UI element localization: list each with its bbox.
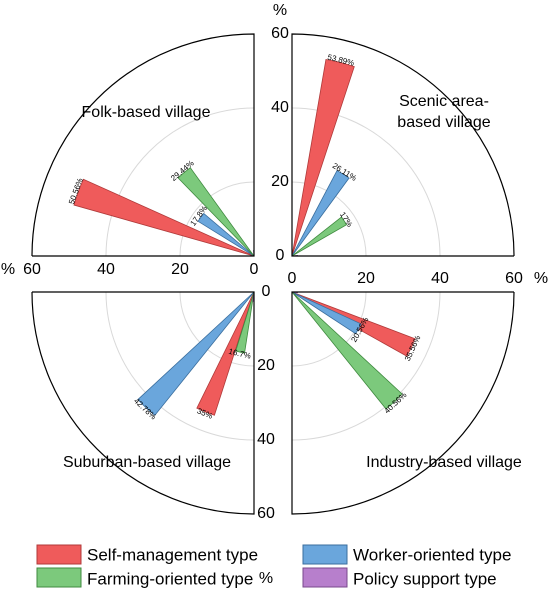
bar-folk-worker-oriented-type bbox=[197, 212, 255, 257]
tick-suburban-v-40: 40 bbox=[257, 431, 275, 448]
legend-label-2: Farming-oriented type bbox=[87, 569, 253, 588]
grid-arc-folk-40 bbox=[105, 107, 255, 257]
legend-label-3: Policy support type bbox=[353, 569, 497, 588]
tick-folk-h-0: 0 bbox=[250, 261, 259, 278]
tick-suburban-v-60: 60 bbox=[257, 505, 275, 522]
unit-label-right: % bbox=[534, 270, 548, 287]
tick-scenic-h-0: 0 bbox=[288, 270, 297, 287]
tick-scenic-v-40: 40 bbox=[271, 99, 289, 116]
frame-scenic bbox=[291, 33, 515, 257]
tick-scenic-h-40: 40 bbox=[431, 270, 449, 287]
bar-scenic-worker-oriented-type bbox=[291, 170, 350, 257]
legend-label-1: Worker-oriented type bbox=[353, 545, 511, 564]
legend-swatch-0 bbox=[36, 544, 82, 565]
frame-industry bbox=[291, 291, 515, 515]
tick-scenic-v-0: 0 bbox=[276, 247, 285, 264]
unit-label-left: % bbox=[1, 261, 15, 278]
bar-scenic-farming-oriented-type bbox=[291, 216, 348, 257]
tick-scenic-h-60: 60 bbox=[505, 270, 523, 287]
legend-label-0: Self-management type bbox=[87, 545, 258, 564]
grid-arc-folk-20 bbox=[179, 181, 255, 257]
legend-swatch-3 bbox=[302, 567, 348, 588]
bar-suburban-self-management-type bbox=[196, 291, 255, 416]
tick-scenic-h-20: 20 bbox=[357, 270, 375, 287]
bar-folk-farming-oriented-type bbox=[177, 167, 255, 257]
quadrant-title-industry: Industry-based village bbox=[366, 454, 522, 471]
tick-folk-h-40: 40 bbox=[97, 261, 115, 278]
bar-folk-self-management-type bbox=[73, 178, 255, 257]
tick-suburban-v-20: 20 bbox=[257, 357, 275, 374]
quadrant-title-suburban: Suburban-based village bbox=[63, 454, 231, 471]
bar-scenic-self-management-type bbox=[291, 59, 355, 257]
bar-industry-farming-oriented-type bbox=[291, 291, 403, 410]
tick-folk-h-60: 60 bbox=[23, 261, 41, 278]
frames-layer bbox=[31, 33, 515, 515]
legend-swatch-1 bbox=[302, 544, 348, 565]
frame-folk bbox=[31, 33, 255, 257]
unit-label-bottom: % bbox=[259, 570, 273, 587]
tick-scenic-v-20: 20 bbox=[271, 173, 289, 190]
quadrant-title-folk: Folk-based village bbox=[82, 104, 211, 121]
bar-suburban-worker-oriented-type bbox=[137, 291, 255, 416]
bars-layer bbox=[73, 59, 416, 416]
unit-label-top: % bbox=[273, 2, 287, 19]
tick-folk-h-20: 20 bbox=[171, 261, 189, 278]
tick-suburban-v-0: 0 bbox=[262, 283, 271, 300]
bar-suburban-farming-oriented-type bbox=[235, 291, 255, 354]
bar-industry-worker-oriented-type bbox=[291, 291, 362, 335]
frame-suburban bbox=[31, 291, 255, 515]
tick-scenic-v-60: 60 bbox=[271, 25, 289, 42]
legend-swatch-2 bbox=[36, 567, 82, 588]
quadrant-title-scenic: based village bbox=[397, 114, 491, 131]
quadrant-title-scenic: Scenic area- bbox=[399, 93, 489, 110]
legend: Self-management type Worker-oriented type… bbox=[36, 544, 511, 588]
